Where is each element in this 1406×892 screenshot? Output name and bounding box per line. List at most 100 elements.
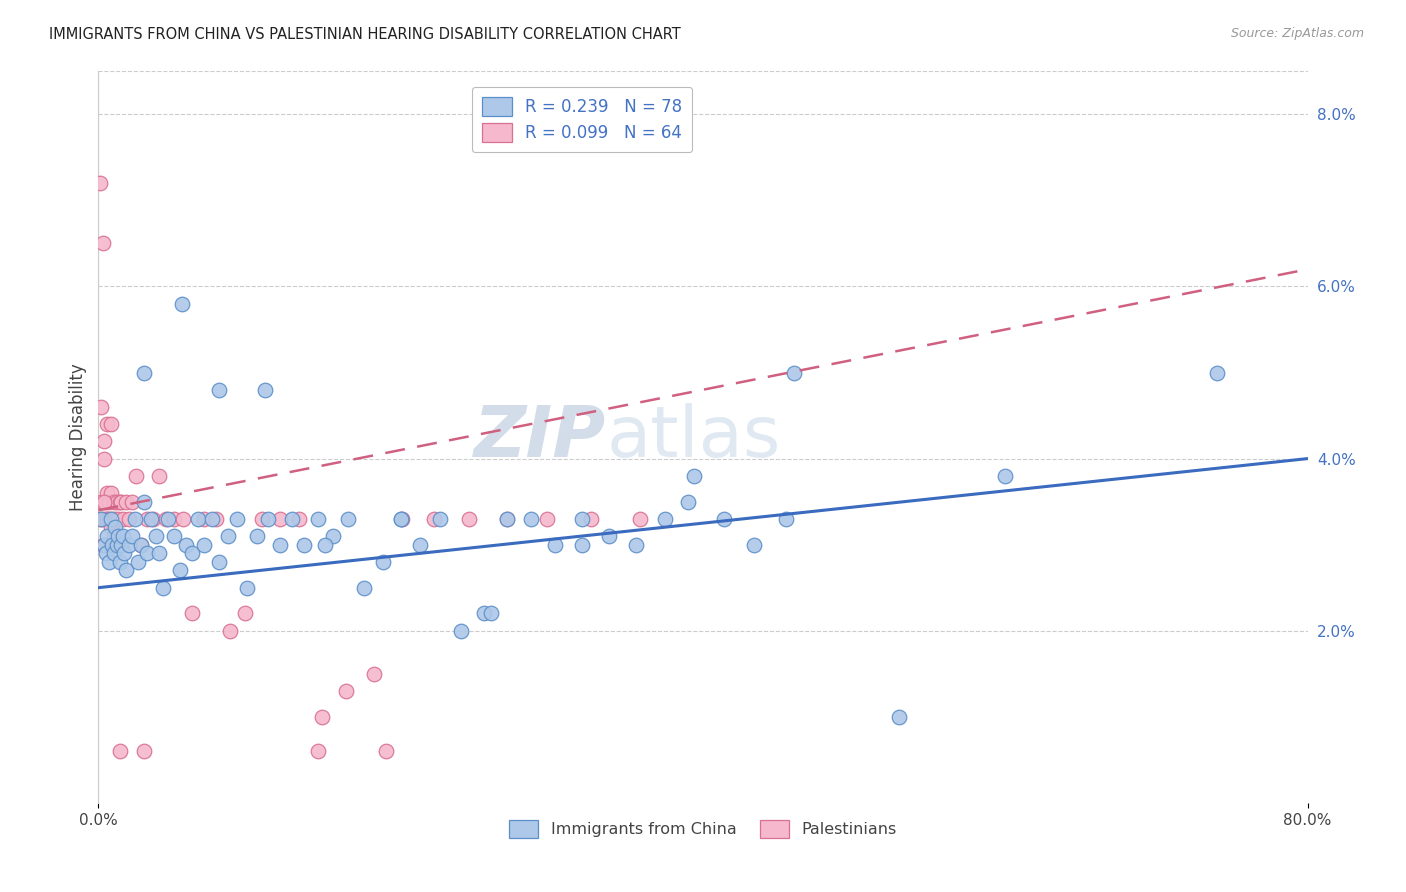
Point: [193, 512, 215, 526]
Point: [104, 520, 127, 534]
Point: [101, 538, 124, 552]
Point: [571, 538, 593, 552]
Point: [250, 512, 273, 526]
Point: [118, 538, 141, 552]
Point: [495, 512, 517, 526]
Point: [96, 512, 118, 526]
Point: [96, 529, 118, 543]
Point: [132, 744, 155, 758]
Point: [429, 512, 451, 526]
Point: [90, 512, 112, 526]
Point: [353, 581, 375, 595]
Point: [98, 494, 121, 508]
Point: [96, 417, 118, 432]
Point: [235, 581, 257, 595]
Point: [91, 512, 114, 526]
Point: [181, 546, 204, 560]
Point: [135, 546, 157, 560]
Point: [100, 520, 122, 534]
Point: [91, 538, 114, 552]
Point: [389, 512, 412, 526]
Point: [322, 529, 344, 543]
Point: [118, 512, 141, 526]
Point: [269, 538, 291, 552]
Point: [94, 494, 117, 508]
Point: [598, 529, 620, 543]
Point: [98, 555, 121, 569]
Point: [336, 512, 359, 526]
Point: [536, 512, 558, 526]
Point: [1206, 366, 1229, 380]
Text: atlas: atlas: [606, 402, 780, 472]
Point: [103, 546, 125, 560]
Point: [145, 529, 167, 543]
Text: ZIP: ZIP: [474, 402, 606, 472]
Point: [519, 512, 541, 526]
Point: [314, 538, 336, 552]
Point: [481, 607, 503, 621]
Point: [107, 512, 129, 526]
Point: [152, 581, 174, 595]
Point: [187, 512, 209, 526]
Point: [307, 744, 329, 758]
Point: [89, 512, 111, 526]
Point: [132, 494, 155, 508]
Point: [142, 512, 165, 526]
Point: [201, 512, 224, 526]
Point: [121, 494, 143, 508]
Point: [105, 538, 128, 552]
Point: [101, 512, 124, 526]
Point: [125, 468, 148, 483]
Point: [170, 296, 193, 310]
Point: [544, 538, 567, 552]
Point: [93, 434, 115, 449]
Point: [363, 666, 385, 681]
Point: [100, 512, 122, 526]
Point: [127, 555, 149, 569]
Point: [121, 529, 143, 543]
Point: [141, 512, 163, 526]
Point: [495, 512, 517, 526]
Point: [371, 555, 394, 569]
Point: [100, 486, 122, 500]
Point: [107, 529, 129, 543]
Point: [208, 555, 231, 569]
Point: [104, 512, 127, 526]
Point: [114, 494, 136, 508]
Point: [423, 512, 446, 526]
Text: IMMIGRANTS FROM CHINA VS PALESTINIAN HEARING DISABILITY CORRELATION CHART: IMMIGRANTS FROM CHINA VS PALESTINIAN HEA…: [49, 27, 681, 42]
Point: [744, 538, 766, 552]
Point: [124, 512, 146, 526]
Point: [626, 538, 648, 552]
Point: [132, 366, 155, 380]
Point: [307, 512, 329, 526]
Point: [148, 546, 170, 560]
Point: [450, 624, 472, 638]
Point: [205, 512, 228, 526]
Point: [103, 494, 125, 508]
Point: [105, 494, 128, 508]
Point: [256, 512, 278, 526]
Point: [269, 512, 291, 526]
Point: [108, 494, 131, 508]
Point: [288, 512, 311, 526]
Point: [93, 451, 115, 466]
Point: [91, 236, 114, 251]
Point: [676, 494, 699, 508]
Legend: Immigrants from China, Palestinians: Immigrants from China, Palestinians: [501, 812, 905, 846]
Point: [111, 529, 134, 543]
Point: [155, 512, 177, 526]
Point: [193, 538, 215, 552]
Point: [163, 529, 186, 543]
Point: [208, 383, 231, 397]
Point: [148, 468, 170, 483]
Point: [775, 512, 797, 526]
Point: [108, 744, 131, 758]
Point: [112, 546, 135, 560]
Point: [292, 538, 315, 552]
Point: [579, 512, 602, 526]
Point: [156, 512, 179, 526]
Point: [174, 538, 197, 552]
Point: [101, 538, 124, 552]
Point: [217, 529, 239, 543]
